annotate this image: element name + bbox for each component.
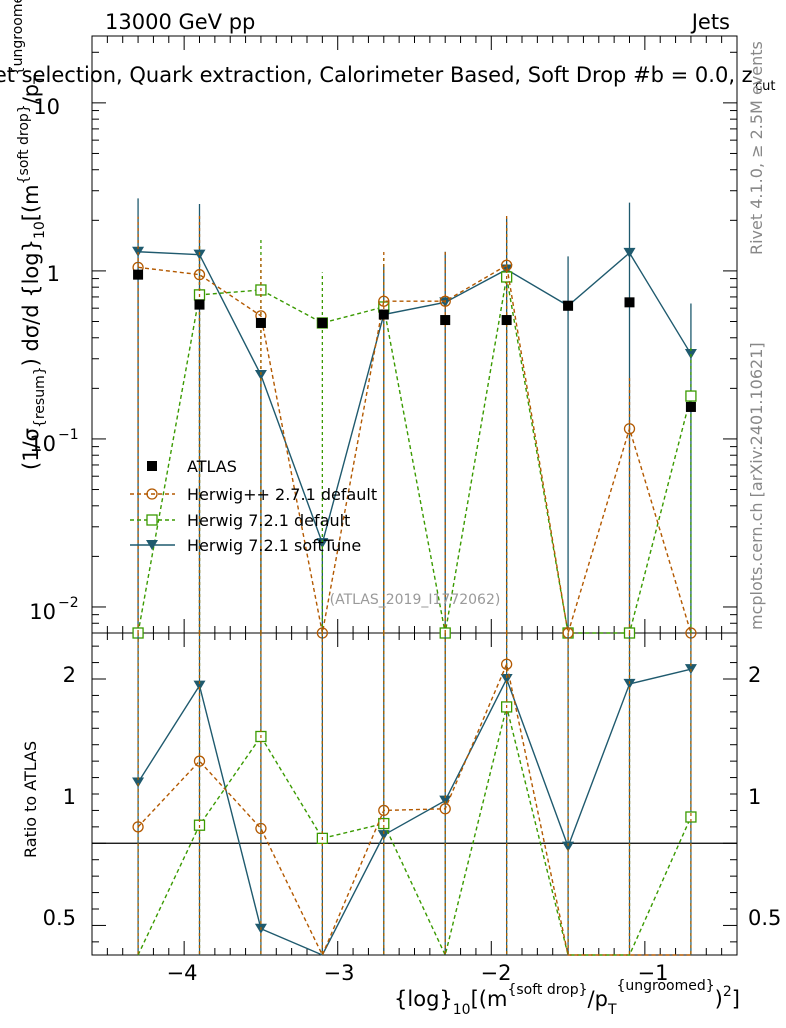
rivet-label: Rivet 4.1.0, ≥ 2.5M events: [747, 41, 766, 255]
x-tick-label--4: −4: [167, 961, 198, 985]
svg-text:(1/σ{resum}) dσ/d {log}10[(m{s: (1/σ{resum}) dσ/d {log}10[(m{soft drop}/…: [10, 0, 48, 470]
ratio-y-axis-title: Ratio to ATLAS: [21, 741, 40, 858]
energy-label: 13000 GeV pp: [105, 10, 255, 34]
point-atlas: [563, 300, 574, 311]
svg-text:10: 10: [29, 600, 56, 624]
ratio-series-herwig72_soft: [132, 633, 697, 956]
y-tick-label-0.1: 10 −1: [29, 427, 78, 456]
point-atlas: [194, 299, 205, 310]
point-atlas: [624, 297, 635, 308]
point-atlas: [317, 317, 328, 328]
ratio-point-herwigpp: [439, 803, 451, 815]
legend-label-herwig72: Herwig 7.2.1 default: [187, 511, 350, 530]
x-tick-labels: −4 −3 −2 −1: [167, 961, 669, 985]
main-y-axis-title: (1/σ{resum}) dσ/d {log}10[(m{soft drop}/…: [10, 0, 48, 470]
legend-label-atlas: ATLAS: [187, 457, 237, 476]
svg-text:10: 10: [33, 95, 60, 119]
ratio-y-label-0.5-right: 0.5: [748, 906, 781, 930]
point-herwig72: [685, 390, 697, 402]
process-label: Jets: [690, 10, 730, 34]
mcplots-label: mcplots.cern.ch [arXiv:2401.10621]: [747, 342, 766, 630]
ratio-point-herwig72_soft: [132, 777, 145, 788]
ratio-point-herwig72_soft: [562, 841, 575, 852]
ratio-line-herwigpp: [137, 661, 691, 957]
ratio-plot: [92, 633, 737, 958]
ratio-y-label-0.5: 0.5: [43, 906, 76, 930]
svg-text:−1: −1: [58, 427, 79, 443]
y-tick-label-0.01: 10 −2: [29, 595, 78, 624]
ratio-y-label-1: 1: [63, 785, 76, 809]
main-plot: [132, 198, 697, 639]
point-atlas: [685, 401, 696, 412]
point-herwigpp: [439, 295, 451, 307]
point-herwig72_soft: [254, 370, 267, 381]
main-y-tick-labels: 10 1 10 −1 10 −2: [29, 95, 78, 624]
y-tick-label-1: 1: [47, 262, 60, 286]
ratio-point-herwig72_soft: [377, 830, 390, 841]
ratio-series-herwigpp: [132, 633, 692, 957]
point-herwigpp: [623, 423, 636, 435]
y-tick-label-10: 10: [33, 95, 60, 119]
series-herwig72_soft: [132, 198, 697, 633]
ratio-point-herwigpp: [193, 755, 206, 767]
point-herwigpp: [193, 268, 206, 281]
legend-label-herwig72-soft: Herwig 7.2.1 softTune: [187, 536, 361, 555]
ratio-point-herwigpp: [255, 822, 267, 835]
ratio-y-label-2: 2: [63, 663, 76, 687]
plot-title: jet selection, Quark extraction, Calorim…: [0, 63, 775, 94]
x-axis-title: {log}10[(m{soft drop}/pT{ungroomed})2]: [394, 978, 740, 1018]
x-tick-label--3: −3: [324, 961, 355, 985]
point-herwig72_soft: [132, 246, 145, 257]
point-herwigpp: [500, 259, 513, 271]
series-atlas: [133, 269, 696, 412]
svg-text:−2: −2: [58, 595, 79, 611]
point-atlas: [440, 315, 451, 326]
analysis-label: (ATLAS_2019_I1772062): [330, 592, 501, 608]
ratio-line-herwig72_soft: [137, 668, 692, 956]
legend-label-herwigpp: Herwig++ 2.7.1 default: [187, 485, 377, 504]
legend-entry-herwigpp: Herwig++ 2.7.1 default: [130, 485, 377, 504]
svg-text:1: 1: [47, 262, 60, 286]
point-herwigpp: [378, 295, 390, 307]
point-herwig72_soft: [316, 538, 329, 549]
ratio-y-label-2-right: 2: [748, 663, 761, 687]
point-atlas: [501, 315, 512, 326]
ratio-point-herwigpp: [500, 658, 513, 670]
legend-entry-herwig72-soft: Herwig 7.2.1 softTune: [130, 536, 361, 555]
ratio-point-herwigpp: [132, 821, 144, 833]
point-herwig72_soft: [623, 247, 636, 258]
x-tick-label--2: −2: [481, 961, 512, 985]
series-line-herwig72_soft: [138, 251, 692, 546]
plot-title-text: jet selection, Quark extraction, Calorim…: [0, 63, 753, 87]
point-atlas: [378, 309, 389, 320]
ratio-y-label-1-right: 1: [748, 785, 761, 809]
x-tick-label--1: −1: [638, 961, 669, 985]
point-atlas: [133, 269, 144, 280]
legend-entry-atlas: ATLAS: [147, 457, 237, 476]
svg-text:10: 10: [29, 432, 56, 456]
ratio-y-tick-labels: 2 1 0.5 2 1 0.5: [43, 663, 782, 930]
ratio-point-herwig72_soft: [439, 795, 452, 806]
legend-entry-herwig72: Herwig 7.2.1 default: [130, 511, 350, 530]
ratio-series-herwig72: [137, 633, 697, 958]
ratio-point-herwigpp: [378, 804, 390, 817]
ratio-line-herwig72: [137, 706, 692, 958]
ratio-point-herwig72_soft: [193, 680, 206, 691]
point-atlas: [255, 317, 266, 328]
legend: ATLAS Herwig++ 2.7.1 default Herwig 7.2.…: [130, 457, 377, 555]
series-herwigpp: [132, 213, 697, 639]
plot-title-cut-subscript: cut: [755, 79, 775, 94]
series-herwig72: [132, 226, 697, 639]
svg-text:{log}10[(m{soft drop}/pT{ungro: {log}10[(m{soft drop}/pT{ungroomed})2]: [394, 978, 740, 1018]
series-line-herwigpp: [137, 264, 692, 634]
series-line-herwig72: [137, 276, 692, 634]
